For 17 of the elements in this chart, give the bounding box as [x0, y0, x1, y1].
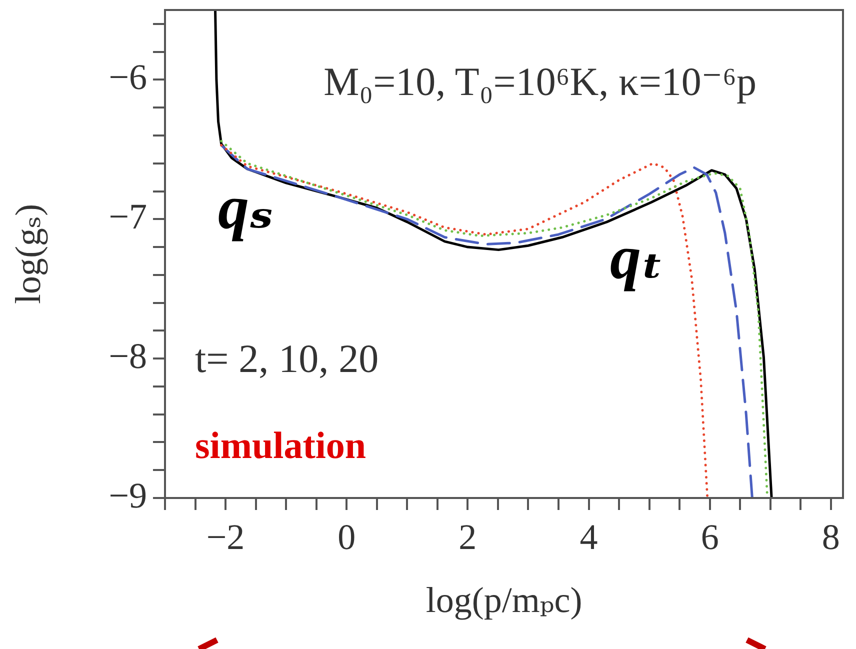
annotation: M₀=10, T₀=10⁶K, κ=10⁻⁶p — [324, 59, 756, 104]
y-tick-label: −7 — [108, 196, 147, 237]
x-axis-title: log(p/mₚc) — [426, 580, 582, 620]
x-tick-label: 2 — [458, 517, 477, 558]
y-axis-title: log(gₛ) — [8, 204, 48, 304]
y-tick-label: −8 — [108, 336, 147, 376]
x-tick-label: −2 — [206, 517, 245, 558]
y-tick-label: −9 — [108, 475, 147, 516]
x-tick-label: 8 — [822, 517, 840, 558]
x-tick-label: 0 — [338, 517, 356, 558]
annotation: qₜ — [610, 224, 664, 292]
annotation: t= 2, 10, 20 — [195, 336, 379, 381]
x-tick-label: 4 — [580, 517, 598, 558]
x-tick-label: 6 — [700, 517, 719, 558]
annotation: simulation — [195, 425, 366, 467]
y-tick-label: −6 — [108, 57, 147, 98]
annotation: qₛ — [218, 174, 274, 242]
